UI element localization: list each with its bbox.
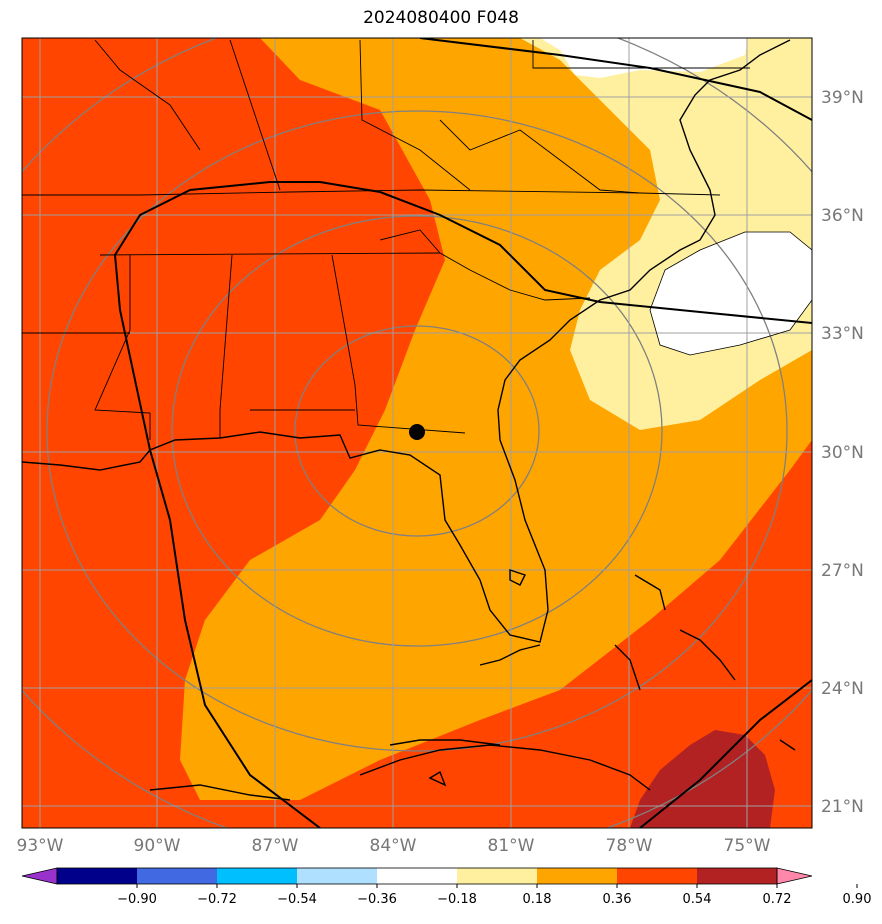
colorbar-segment: [537, 868, 618, 884]
colorbar-tick-label: −0.90: [117, 892, 157, 907]
lon-labels: 93°W 90°W 87°W 84°W 81°W 78°W 75°W: [17, 836, 771, 856]
field-white-east: [650, 232, 812, 355]
field-darkred: [630, 730, 775, 828]
colorbar-segment: [377, 868, 458, 884]
lon-label: 87°W: [252, 836, 299, 856]
colorbar-tick-label: 0.72: [763, 892, 792, 907]
colorbar-tick-label: −0.18: [437, 892, 477, 907]
colorbar-tick-label: 0.90: [843, 892, 872, 907]
colorbar-segment: [457, 868, 538, 884]
track-lines: [113, 38, 812, 828]
colorbar-segment: [297, 868, 378, 884]
colorbar-tick-label: 0.36: [603, 892, 632, 907]
lon-label: 84°W: [370, 836, 417, 856]
colorbar-tick-label: −0.36: [357, 892, 397, 907]
lat-label: 33°N: [821, 324, 864, 344]
colorbar-segment: [137, 868, 218, 884]
lat-label: 30°N: [821, 443, 864, 463]
colorbar-segment: [697, 868, 778, 884]
lon-label: 90°W: [134, 836, 181, 856]
lat-label: 24°N: [821, 679, 864, 699]
lat-label: 27°N: [821, 561, 864, 581]
center-marker: [409, 424, 425, 440]
colorbar-tick-label: 0.54: [683, 892, 712, 907]
map-title: 2024080400 F048: [363, 8, 519, 28]
lon-label: 93°W: [17, 836, 64, 856]
colorbar-segment: [617, 868, 698, 884]
colorbar: −0.90 −0.72 −0.54 −0.36 −0.18 0.18 0.36 0.54 0.7…: [21, 867, 872, 907]
map-frame: [21, 37, 813, 829]
colorbar-segment: [217, 868, 298, 884]
state-borders: [22, 39, 750, 440]
map-area: [22, 38, 812, 828]
lat-labels: 39°N 36°N 33°N 30°N 27°N 24°N 21°N: [821, 88, 864, 817]
colorbar-frame: [56, 867, 778, 885]
field-orange: [140, 38, 812, 800]
lon-label: 78°W: [606, 836, 653, 856]
range-rings: [22, 38, 812, 828]
lat-label: 39°N: [821, 88, 864, 108]
colorbar-extension-low: [21, 867, 58, 885]
coastlines: [22, 39, 796, 801]
gridlines: [22, 38, 812, 828]
lon-label: 75°W: [724, 836, 771, 856]
colorbar-tick-label: 0.18: [523, 892, 552, 907]
lon-label: 81°W: [488, 836, 535, 856]
colorbar-tick-label: −0.72: [197, 892, 237, 907]
lat-label: 21°N: [821, 797, 864, 817]
colorbar-extension-high: [776, 867, 813, 885]
colorbar-tick-label: −0.54: [277, 892, 317, 907]
lat-label: 36°N: [821, 206, 864, 226]
colorbar-segment: [57, 868, 138, 884]
